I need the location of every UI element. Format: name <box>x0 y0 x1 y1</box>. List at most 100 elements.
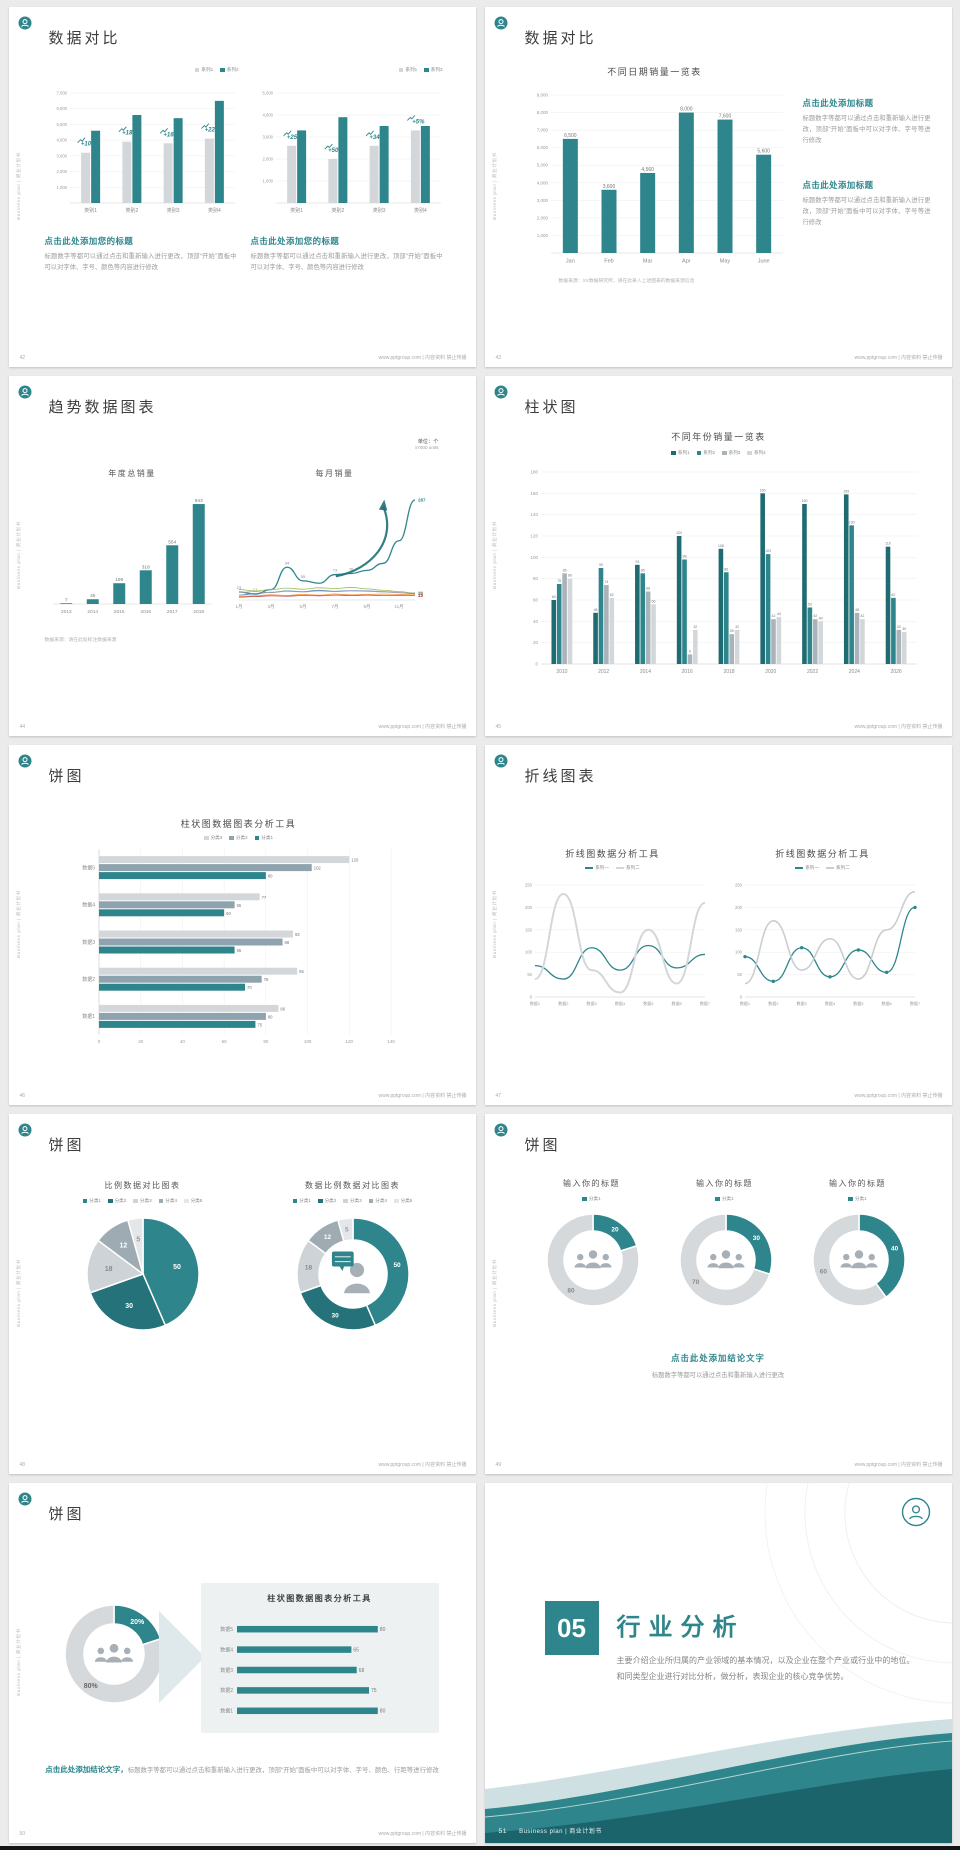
svg-text:50: 50 <box>737 972 742 977</box>
caption-body: 标题数字等都可以通过点击和重新输入进行更改，顶部“开始”面板中可以对字体、字号、… <box>44 253 237 272</box>
svg-text:类别4: 类别4 <box>207 207 220 214</box>
chart-title: 每月销量 <box>315 469 354 478</box>
svg-text:数据5: 数据5 <box>643 1000 654 1006</box>
svg-text:102: 102 <box>313 866 321 871</box>
svg-text:150: 150 <box>735 927 743 932</box>
svg-text:80%: 80% <box>83 1683 98 1690</box>
svg-text:6,000: 6,000 <box>56 106 67 111</box>
svg-text:32: 32 <box>896 625 900 629</box>
unit-label: 单位：个 in'000 units <box>365 438 439 450</box>
svg-text:200: 200 <box>525 905 533 910</box>
svg-text:196: 196 <box>115 577 123 583</box>
svg-text:98: 98 <box>682 554 686 558</box>
svg-text:23: 23 <box>236 585 241 590</box>
svg-text:Mar: Mar <box>642 259 652 265</box>
svg-text:数据3: 数据3 <box>796 1000 807 1006</box>
svg-text:103: 103 <box>765 549 771 553</box>
bar-chart: 7 2013 45 2014 196 2015 318 2016 554 2017 943 2018 <box>45 482 220 618</box>
footer-site: www.pptgroup.com | 内容资料 禁止传播 <box>854 1462 943 1468</box>
svg-text:65: 65 <box>236 948 241 953</box>
slide-side-text: Business plan | 商业计划书 <box>15 1259 21 1327</box>
svg-text:18: 18 <box>104 1266 112 1273</box>
page-number: 48 <box>19 1462 26 1468</box>
svg-text:7月: 7月 <box>331 604 338 610</box>
chart-title: 折线图数据分析工具 <box>775 849 870 859</box>
block-body: 标题数字等都可以通过点击和重新输入进行更改，顶部“开始”面板中可以对字体、字号等… <box>802 197 931 227</box>
unit-subtext: in'000 units <box>415 445 439 450</box>
chart-title: 不同年份销量一览表 <box>671 432 766 442</box>
svg-text:12: 12 <box>119 1242 127 1249</box>
svg-text:17: 17 <box>252 587 257 592</box>
svg-text:88: 88 <box>284 940 289 945</box>
slide-50[interactable]: Business plan | 商业计划书 饼图 20% 80% 柱状图数据图表分… <box>8 1483 476 1843</box>
svg-text:+5%: +5% <box>412 119 425 125</box>
svg-text:3,000: 3,000 <box>262 135 273 140</box>
caption-block: 点击此处添加您的标题 标题数字等都可以通过点击和重新输入进行更改，顶部“开始”面… <box>251 235 443 273</box>
caption-body: 标题数字等都可以通过点击和重新输入进行更改，顶部“开始”面板中可以对字体、字号、… <box>250 253 443 272</box>
svg-text:Feb: Feb <box>604 259 613 265</box>
svg-text:93: 93 <box>294 932 299 937</box>
svg-text:60: 60 <box>551 595 555 599</box>
svg-text:数据5: 数据5 <box>220 1626 233 1633</box>
svg-text:7: 7 <box>64 597 67 603</box>
footer-site: www.pptgroup.com | 内容资料 禁止传播 <box>854 724 943 730</box>
svg-text:140: 140 <box>387 1039 395 1044</box>
page-number: 43 <box>495 355 502 361</box>
svg-text:70: 70 <box>247 985 252 990</box>
slide-43[interactable]: Business plan | 商业计划书 数据对比 不同日期销量一览表 1,0… <box>484 7 952 367</box>
svg-text:80: 80 <box>532 576 538 581</box>
svg-text:40: 40 <box>891 1245 899 1252</box>
svg-text:95: 95 <box>299 969 304 974</box>
svg-text:60: 60 <box>226 911 231 916</box>
slide-logo-icon <box>18 1123 32 1137</box>
svg-text:8,000: 8,000 <box>536 110 548 115</box>
slide-side-text: Business plan | 商业计划书 <box>15 152 21 220</box>
slide-46[interactable]: Business plan | 商业计划书 饼图 柱状图数据图表分析工具 分类3… <box>8 745 476 1105</box>
svg-text:数据5: 数据5 <box>82 864 95 871</box>
svg-text:70: 70 <box>692 1279 700 1286</box>
slide-side-text: Business plan | 商业计划书 <box>15 521 21 589</box>
slide-side-text: Business plan | 商业计划书 <box>15 1628 21 1696</box>
svg-text:250: 250 <box>735 883 743 888</box>
slide-48[interactable]: Business plan | 商业计划书 饼图 比例数据对比图表 分类1 分类2… <box>8 1114 476 1474</box>
svg-text:42: 42 <box>860 614 864 618</box>
line-chart: 0 50 100 150 200 250 数据1 数据2 数据3 数据4 数据5 数据6 数据7 <box>515 877 711 1013</box>
svg-text:数据2: 数据2 <box>82 976 95 983</box>
svg-text:100: 100 <box>735 950 743 955</box>
svg-text:Apr: Apr <box>682 259 691 265</box>
svg-text:180: 180 <box>530 470 538 475</box>
svg-text:48: 48 <box>855 608 859 612</box>
svg-text:20: 20 <box>532 640 538 645</box>
svg-text:56: 56 <box>651 599 655 603</box>
svg-text:30: 30 <box>752 1235 760 1242</box>
svg-text:50: 50 <box>393 1262 401 1269</box>
slide-49[interactable]: Business plan | 商业计划书 饼图 输入你的标题 分类1 20 80… <box>484 1114 952 1474</box>
svg-text:40: 40 <box>179 1039 185 1044</box>
svg-text:50: 50 <box>527 972 532 977</box>
conclusion-title: 点击此处添加结论文字 <box>671 1353 765 1363</box>
slide-42[interactable]: Business plan | 商业计划书 数据对比 系列1 系列2 1,000 2… <box>8 7 476 367</box>
svg-text:62: 62 <box>891 593 895 597</box>
svg-text:68: 68 <box>646 586 650 590</box>
svg-text:48: 48 <box>593 608 597 612</box>
slide-44[interactable]: Business plan | 商业计划书 趋势数据图表 年度总销量 7 2013… <box>8 376 476 736</box>
chart-legend: 分类1 <box>525 1196 659 1202</box>
page-number: 47 <box>495 1093 502 1099</box>
footer-site: www.pptgroup.com | 内容资料 禁止传播 <box>854 1093 943 1099</box>
svg-text:数据2: 数据2 <box>558 1000 569 1006</box>
chart-legend: 系列1 系列2 <box>45 67 239 73</box>
slide-45[interactable]: Business plan | 商业计划书 柱状图 不同年份销量一览表 系列1 系… <box>484 376 952 736</box>
svg-text:42: 42 <box>813 614 817 618</box>
line-chart: 0 50 100 150 200 250 数据1 数据2 数据3 数据4 数据5 数据6 数据7 <box>725 877 921 1013</box>
slide-47[interactable]: Business plan | 商业计划书 折线图表 折线图数据分析工具 系列一… <box>484 745 952 1105</box>
svg-text:2013: 2013 <box>60 609 71 615</box>
svg-text:2024: 2024 <box>848 669 859 675</box>
svg-text:85: 85 <box>562 568 566 572</box>
svg-text:4,560: 4,560 <box>641 167 654 173</box>
slide-51[interactable]: 05 行业分析 主要介绍企业所归属的产业领域的基本情况，以及企业在整个产业或行业… <box>484 1483 952 1843</box>
svg-text:44: 44 <box>776 612 780 616</box>
svg-text:数据6: 数据6 <box>671 1000 682 1006</box>
svg-text:80: 80 <box>567 574 571 578</box>
slide-logo-icon <box>901 1497 931 1527</box>
svg-text:160: 160 <box>759 488 765 492</box>
